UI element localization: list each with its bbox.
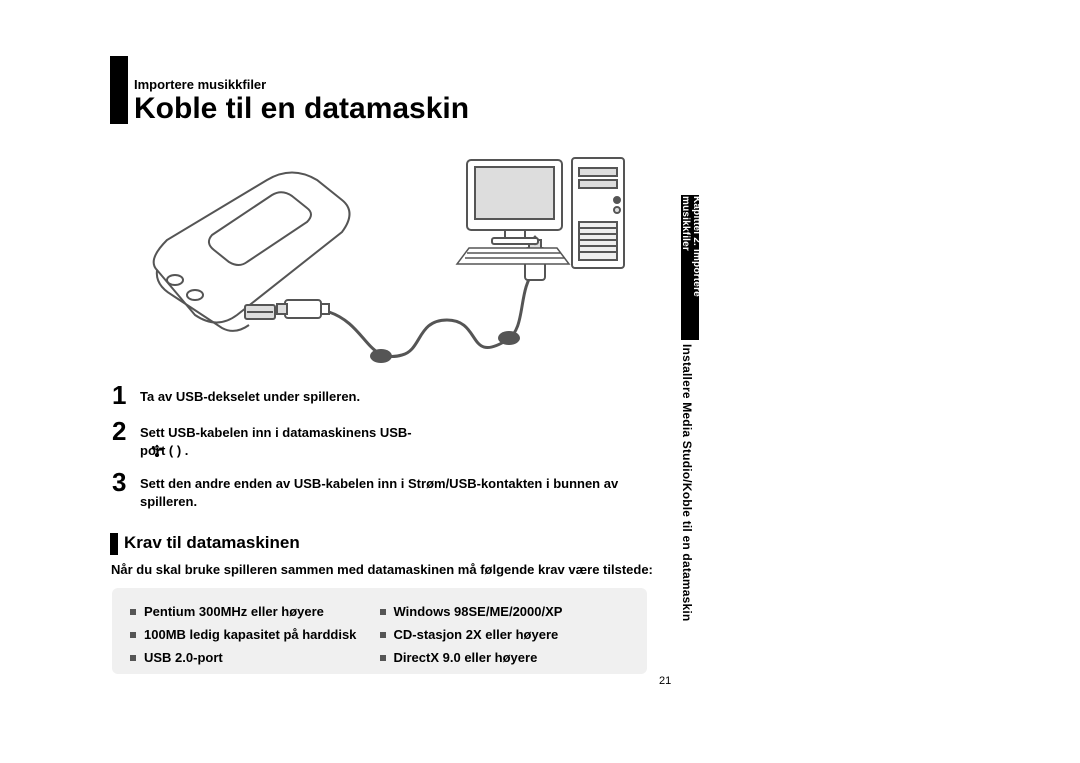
subsection-accent-bar	[110, 533, 118, 555]
step-row: 2 Sett USB-kabelen inn i datamaskinens U…	[112, 418, 667, 459]
requirement-text: DirectX 9.0 eller høyere	[394, 650, 538, 665]
requirement-item: USB 2.0-port	[130, 650, 380, 665]
section-pretitle: Importere musikkfiler	[134, 77, 266, 92]
subsection-description: Når du skal bruke spilleren sammen med d…	[111, 562, 671, 577]
bullet-icon	[380, 609, 386, 615]
step-text-span: Sett USB-kabelen inn i datamaskinens USB…	[140, 425, 412, 458]
title-accent-bar	[110, 56, 128, 124]
page-title: Koble til en datamaskin	[134, 92, 469, 126]
step-number: 3	[112, 469, 140, 495]
chapter-tab-label: Kapittel 2. Importere musikkfiler	[680, 196, 702, 338]
step-row: 1 Ta av USB-dekselet under spilleren.	[112, 382, 667, 408]
steps-list: 1 Ta av USB-dekselet under spilleren. 2 …	[112, 382, 667, 520]
requirement-item: Pentium 300MHz eller høyere	[130, 604, 380, 619]
step-text: Ta av USB-dekselet under spilleren.	[140, 382, 360, 406]
requirement-item: Windows 98SE/ME/2000/XP	[380, 604, 630, 619]
requirement-text: USB 2.0-port	[144, 650, 223, 665]
requirements-col-right: Windows 98SE/ME/2000/XP CD-stasjon 2X el…	[380, 604, 630, 660]
bullet-icon	[380, 632, 386, 638]
step-number: 1	[112, 382, 140, 408]
bullet-icon	[130, 632, 136, 638]
step-text: Sett USB-kabelen inn i datamaskinens USB…	[140, 418, 436, 459]
step-row: 3 Sett den andre enden av USB-kabelen in…	[112, 469, 667, 510]
step-number: 2	[112, 418, 140, 444]
bullet-icon	[380, 655, 386, 661]
requirements-box: Pentium 300MHz eller høyere 100MB ledig …	[112, 588, 647, 674]
side-breadcrumb: Installere Media Studio/Koble til en dat…	[680, 344, 694, 621]
usb-icon	[150, 443, 164, 457]
requirement-item: DirectX 9.0 eller høyere	[380, 650, 630, 665]
requirement-item: 100MB ledig kapasitet på harddisk	[130, 627, 380, 642]
requirement-text: CD-stasjon 2X eller høyere	[394, 627, 559, 642]
bullet-icon	[130, 609, 136, 615]
page-number: 21	[659, 675, 671, 687]
requirement-text: Windows 98SE/ME/2000/XP	[394, 604, 563, 619]
subsection-title: Krav til datamaskinen	[124, 533, 300, 553]
step-text: Sett den andre enden av USB-kabelen inn …	[140, 469, 667, 510]
requirements-col-left: Pentium 300MHz eller høyere 100MB ledig …	[130, 604, 380, 660]
bullet-icon	[130, 655, 136, 661]
requirement-item: CD-stasjon 2X eller høyere	[380, 627, 630, 642]
requirement-text: Pentium 300MHz eller høyere	[144, 604, 324, 619]
requirement-text: 100MB ledig kapasitet på harddisk	[144, 627, 356, 642]
connection-illustration	[117, 140, 637, 375]
